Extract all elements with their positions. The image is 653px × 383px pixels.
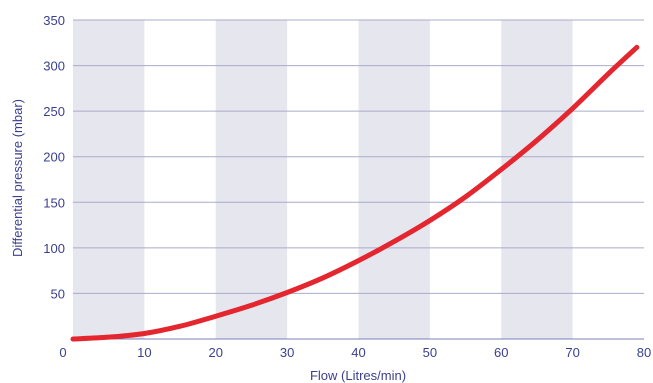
x-tick-label-80: 80 xyxy=(637,345,651,360)
y-tick-labels: 50 100 150 200 250 300 350 xyxy=(43,13,65,301)
y-tick-label-100: 100 xyxy=(43,241,65,256)
x-tick-label-30: 30 xyxy=(280,345,294,360)
shaded-band-0 xyxy=(73,20,145,339)
y-tick-label-200: 200 xyxy=(43,150,65,165)
series-layer xyxy=(70,44,640,342)
x-tick-label-50: 50 xyxy=(423,345,437,360)
gridlines xyxy=(73,19,644,340)
x-tick-label-0: 0 xyxy=(59,345,66,360)
shaded-band-3 xyxy=(501,20,573,339)
y-tick-label-250: 250 xyxy=(43,104,65,119)
x-tick-label-40: 40 xyxy=(351,345,365,360)
x-tick-labels: 0 10 20 30 40 50 60 70 80 xyxy=(59,345,651,360)
y-axis-title: Differential pressure (mbar) xyxy=(10,99,25,257)
x-tick-label-10: 10 xyxy=(137,345,151,360)
background-bands xyxy=(73,20,573,339)
x-tick-label-70: 70 xyxy=(565,345,579,360)
y-tick-label-300: 300 xyxy=(43,59,65,74)
y-tick-label-350: 350 xyxy=(43,13,65,28)
y-tick-label-150: 150 xyxy=(43,195,65,210)
shaded-band-1 xyxy=(215,20,288,339)
x-tick-label-60: 60 xyxy=(494,345,508,360)
x-tick-label-20: 20 xyxy=(209,345,223,360)
shaded-band-2 xyxy=(358,20,430,339)
x-axis-title: Flow (Litres/min) xyxy=(310,368,406,383)
y-tick-label-50: 50 xyxy=(51,286,65,301)
